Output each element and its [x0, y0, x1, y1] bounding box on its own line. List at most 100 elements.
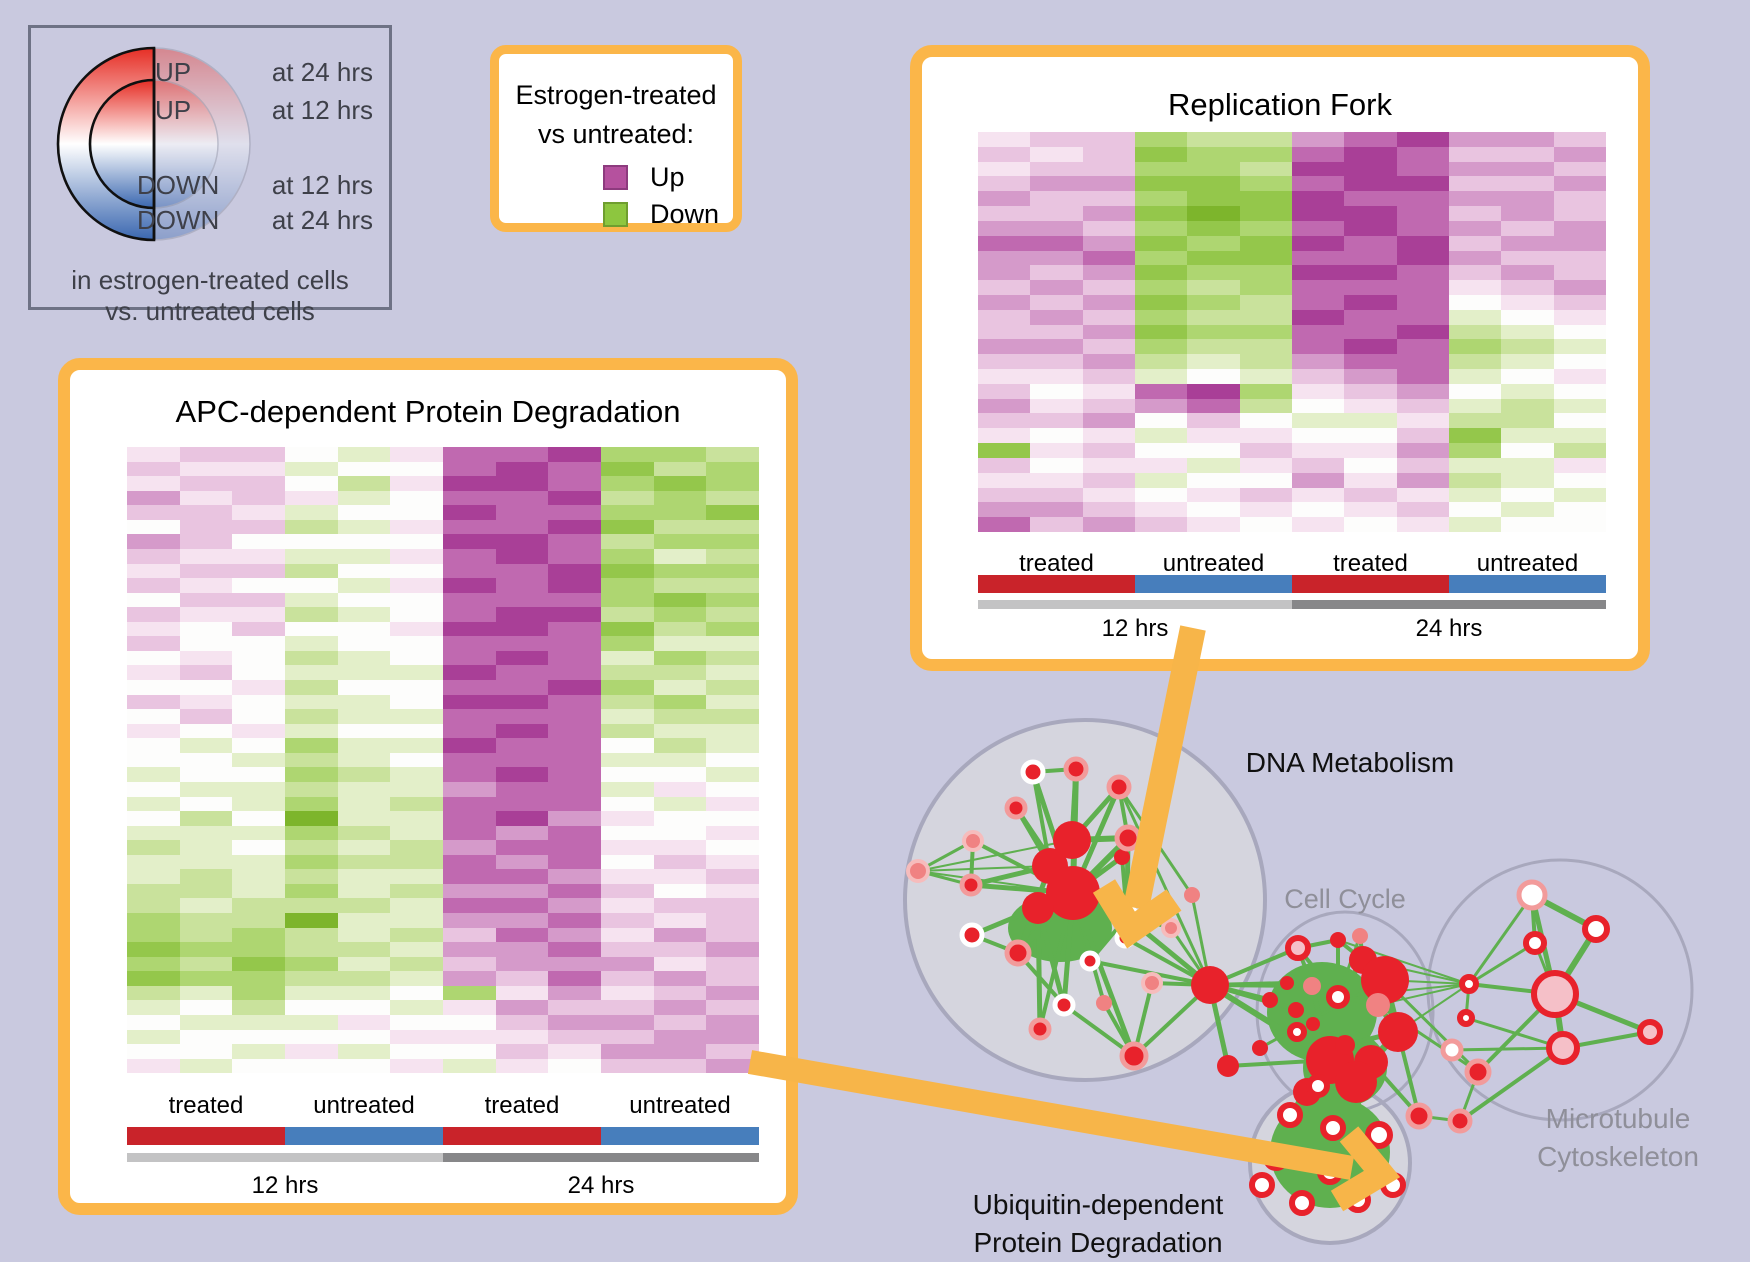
heatmap-cell — [601, 927, 654, 943]
heatmap-cell — [1134, 309, 1188, 325]
heatmap-cell — [653, 548, 707, 564]
heatmap-cell — [232, 1000, 286, 1015]
heatmap-cell — [548, 548, 602, 564]
heatmap-cell — [548, 913, 602, 928]
heatmap-cell — [443, 738, 496, 753]
network-edge — [1035, 907, 1043, 1030]
heatmap-cell — [1239, 457, 1292, 473]
heatmap-cell — [706, 927, 760, 943]
heatmap-cell — [601, 592, 654, 608]
heatmap-cell — [179, 1058, 233, 1074]
heatmap-cell — [285, 1000, 338, 1015]
heatmap-cell — [337, 781, 391, 797]
heatmap-cell — [1396, 369, 1449, 384]
heatmap-cell — [285, 796, 338, 812]
heatmap-cell — [706, 825, 760, 841]
heatmap-cell — [337, 825, 391, 841]
heatmap-cell — [1187, 383, 1240, 399]
heatmap-cell — [390, 621, 444, 637]
heatmap-cell — [1396, 146, 1449, 162]
heatmap-cell — [127, 927, 180, 943]
heatmap-cell — [390, 811, 444, 826]
heatmap-cell — [1553, 280, 1606, 295]
heatmap-cell — [1030, 161, 1083, 177]
heatmap-cell — [337, 680, 391, 695]
heatmap-cell — [706, 985, 760, 1001]
heatmap-row — [978, 502, 1606, 518]
heatmap-cell — [390, 709, 444, 724]
heatmap-cell — [548, 709, 602, 724]
legend-word-down12: DOWN — [137, 170, 220, 200]
heatmap-cell — [285, 1044, 338, 1059]
heatmap-cell — [179, 694, 233, 710]
heatmap-cell — [653, 796, 707, 812]
heatmap-cell — [337, 650, 391, 666]
heatmap-cell — [1239, 413, 1292, 429]
network-edge — [1458, 1046, 1565, 1123]
heatmap-cell — [653, 578, 707, 593]
heatmap-cell — [978, 294, 1031, 310]
heatmap-cell — [978, 502, 1031, 518]
network-node — [1004, 796, 1028, 820]
heatmap-cell — [1082, 339, 1135, 355]
heatmap-cell — [390, 461, 444, 477]
heatmap-cell — [1082, 132, 1135, 147]
heatmap-cell — [390, 723, 444, 739]
heatmap-cell — [179, 971, 233, 986]
heatmap-cell — [495, 971, 549, 986]
network-node — [1052, 993, 1076, 1017]
heatmap-cell — [337, 723, 391, 739]
heatmap-cell — [390, 490, 444, 506]
heatmap-row — [127, 505, 760, 520]
heatmap-row — [127, 1000, 760, 1015]
heatmap-cell — [1448, 146, 1502, 162]
heatmap-cell — [285, 942, 338, 957]
network-node — [1114, 927, 1136, 949]
heatmap-row — [127, 636, 760, 651]
heatmap-cell — [653, 956, 707, 972]
heatmap-cell — [601, 665, 654, 680]
replication-fork-panel: Replication Fork treated untreated treated… — [910, 45, 1650, 671]
heatmap-cell — [179, 607, 233, 622]
heatmap-cell — [548, 883, 602, 899]
heatmap-cell — [1187, 413, 1240, 429]
heatmap-cell — [179, 621, 233, 637]
heatmap-row — [127, 709, 760, 724]
heatmap-cell — [443, 461, 496, 477]
network-node — [1263, 1145, 1289, 1171]
heatmap-cell — [548, 898, 602, 913]
heatmap-cell — [1396, 502, 1449, 518]
heatmap-cell — [232, 665, 286, 680]
heatmap-cell — [1239, 428, 1292, 444]
heatmap-cell — [285, 461, 338, 477]
heatmap-cell — [548, 752, 602, 768]
heatmap-cell — [390, 534, 444, 549]
heatmap-cell — [337, 578, 391, 593]
heatmap-cell — [285, 621, 338, 637]
heatmap-cell — [1501, 220, 1554, 236]
heatmap-cell — [495, 621, 549, 637]
heatmap-cell — [1082, 309, 1135, 325]
heatmap-cell — [127, 1044, 180, 1059]
heatmap-cell — [1291, 457, 1345, 473]
heatmap-cell — [179, 534, 233, 549]
heatmap-cell — [1344, 487, 1397, 503]
heatmap-cell — [1082, 176, 1135, 192]
heatmap-row — [127, 680, 760, 695]
heatmap-cell — [548, 781, 602, 797]
heatmap-cell — [1082, 220, 1135, 236]
heatmap-cell — [127, 563, 180, 579]
heatmap-cell — [285, 1058, 338, 1074]
heatmap-cell — [337, 767, 391, 782]
heatmap-cell — [1344, 220, 1397, 236]
heatmap-cell — [548, 1014, 602, 1030]
heatmap-cell — [495, 869, 549, 884]
heatmap-cell — [495, 883, 549, 899]
heatmap-cell — [127, 578, 180, 593]
heatmap-cell — [601, 680, 654, 695]
heatmap-cell — [1187, 235, 1240, 251]
heatmap-cell — [1030, 457, 1083, 473]
network-node — [1141, 972, 1163, 994]
heatmap-cell — [1134, 324, 1188, 340]
heatmap-cell — [285, 883, 338, 899]
